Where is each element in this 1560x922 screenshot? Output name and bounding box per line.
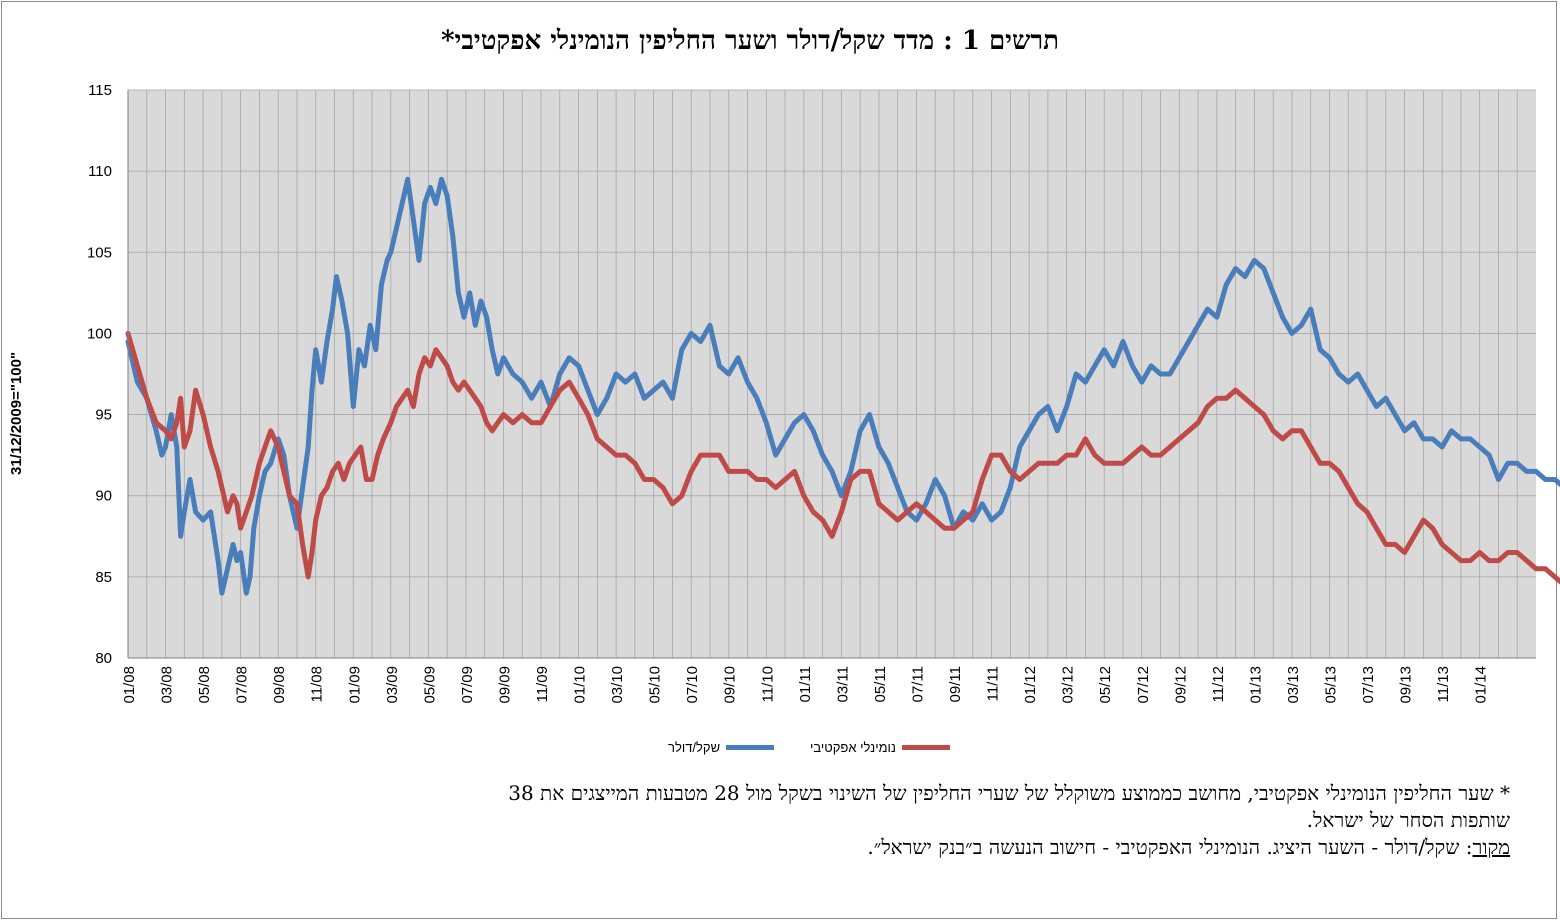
x-tick-label: 03/08: [159, 666, 176, 704]
x-tick-label: 01/08: [121, 666, 138, 704]
x-tick-label: 03/12: [1060, 666, 1077, 704]
x-tick-label: 11/08: [309, 666, 326, 702]
x-tick-label: 01/13: [1247, 666, 1264, 704]
x-tick-label: 05/08: [196, 666, 213, 704]
x-tick-label: 03/13: [1285, 666, 1302, 704]
x-tick-label: 05/13: [1322, 666, 1339, 704]
legend-item-nominal-effective: נומינלי אפקטיבי: [810, 740, 950, 755]
y-tick-label: 110: [88, 163, 112, 180]
legend-label-nominal-effective: נומינלי אפקטיבי: [810, 740, 896, 755]
y-tick-label: 90: [95, 488, 112, 505]
footnote-source: מקור: שקל/דולר - השער היציג. הנומינלי הא…: [55, 834, 1510, 861]
x-tick-label: 03/11: [834, 666, 851, 702]
footnote-line-1: * שער החליפין הנומינלי אפקטיבי, מחושב כמ…: [508, 781, 1510, 805]
x-tick-label: 07/13: [1360, 666, 1377, 704]
x-tick-label: 01/10: [572, 666, 589, 704]
x-tick-label: 01/14: [1473, 666, 1490, 704]
plot-area-background: [128, 90, 1536, 658]
x-tick-label: 01/09: [346, 666, 363, 704]
y-tick-label: 105: [87, 244, 112, 261]
legend-item-shekel-dollar: שקל/דולר: [668, 740, 775, 755]
y-tick-label: 100: [87, 325, 112, 342]
series-lines: [125, 176, 1560, 596]
y-tick-label: 95: [95, 407, 112, 424]
x-tick-label: 11/10: [759, 666, 776, 702]
y-tick-label: 80: [95, 650, 112, 667]
legend-label-shekel-dollar: שקל/דולר: [668, 740, 721, 755]
footnote-line-2: שותפות הסחר של ישראל.: [1306, 808, 1510, 832]
x-tick-label: 09/13: [1398, 666, 1415, 704]
footnote: * שער החליפין הנומינלי אפקטיבי, מחושב כמ…: [55, 780, 1510, 861]
x-tick-label: 09/12: [1172, 666, 1189, 704]
x-tick-label: 01/11: [797, 666, 814, 702]
x-tick-label: 07/09: [459, 666, 476, 704]
x-tick-label: 09/11: [947, 666, 964, 702]
x-tick-label: 05/10: [647, 666, 664, 704]
horizontal-gridlines: [128, 89, 1536, 659]
x-tick-label: 07/10: [684, 666, 701, 704]
x-tick-label: 05/12: [1097, 666, 1114, 704]
series-line-nominal-effective: [125, 330, 1560, 585]
x-tick-label: 05/11: [872, 666, 889, 702]
x-tick-label: 11/11: [985, 666, 1002, 701]
x-tick-label: 05/09: [421, 666, 438, 704]
y-tick-label: 115: [88, 82, 112, 99]
source-label: מקור: [1472, 835, 1511, 859]
x-tick-label: 11/13: [1435, 666, 1452, 702]
x-tick-label: 07/08: [234, 666, 251, 704]
y-tick-labels: 80 85 90 95 100 105 110 115: [87, 82, 112, 667]
x-tick-label: 09/10: [722, 666, 739, 704]
vertical-gridlines: [146, 90, 1518, 658]
x-tick-label: 07/12: [1135, 666, 1152, 704]
legend-swatch-nominal-effective: [901, 745, 950, 750]
x-tick-label: 03/10: [609, 666, 626, 704]
series-line-shekel-dollar: [125, 176, 1560, 596]
x-tick-label: 11/12: [1210, 666, 1227, 702]
x-tick-label: 09/09: [496, 666, 513, 704]
x-tick-labels: 01/08 03/08 05/08 07/08 09/08 11/08 01/09 03/09…: [121, 666, 1490, 704]
x-tick-label: 01/12: [1022, 666, 1039, 704]
y-tick-label: 85: [95, 569, 112, 586]
x-tick-label: 03/09: [384, 666, 401, 704]
source-text: : שקל/דולר - השער היציג. הנומינלי האפקטי…: [867, 835, 1473, 859]
legend-swatch-shekel-dollar: [726, 745, 775, 750]
x-tick-label: 11/09: [534, 666, 551, 702]
x-tick-label: 09/08: [271, 666, 288, 704]
x-tick-label: 07/11: [909, 666, 926, 702]
chart-title: תרשים 1 : מדד שקל/דולר ושער החליפין הנומ…: [440, 26, 1060, 56]
